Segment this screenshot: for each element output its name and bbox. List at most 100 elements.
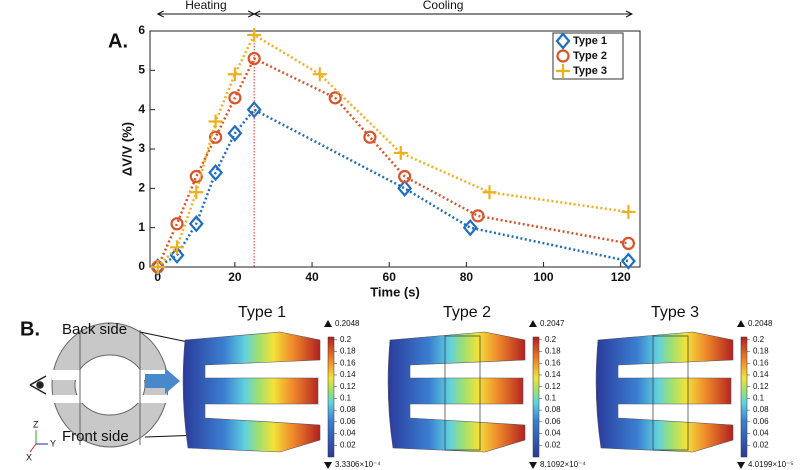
marker [227, 124, 243, 142]
marker [208, 163, 224, 182]
y-tick-label: 0 [138, 259, 145, 273]
colorbar [740, 336, 748, 458]
arrow-head [156, 10, 164, 18]
colorbar-tick-label: 0.1 [545, 394, 557, 403]
y-tick-label: 5 [138, 63, 145, 77]
y-tick-label: 4 [138, 102, 145, 116]
y-tick-label: 6 [138, 23, 145, 37]
colorbar-tick-label: 0.12 [340, 382, 356, 391]
colorbar-tick-label: 0.02 [545, 440, 561, 449]
eye-icon [29, 375, 47, 395]
marker [150, 260, 165, 274]
colorbar-min: 4.0199×10⁻⁵ [748, 460, 794, 469]
marker [556, 64, 570, 78]
colorbar-tick-label: 0.06 [753, 417, 769, 426]
colorbar [532, 336, 540, 458]
model [182, 331, 321, 453]
legend-label: Type 2 [573, 50, 607, 62]
marker [228, 91, 242, 105]
colorbar-tick-label: 0.1 [753, 394, 765, 403]
marker [247, 27, 262, 42]
model-title: Type 2 [443, 304, 491, 321]
marker [393, 145, 408, 160]
x-tick-label: 0 [154, 270, 161, 284]
marker [471, 209, 485, 223]
callout: Back side [62, 321, 127, 338]
series-line [156, 56, 629, 268]
axis-triad: Z Y X [26, 419, 56, 462]
marker [363, 130, 377, 144]
colorbar-tick-label: 0.08 [753, 405, 769, 414]
model-core [444, 335, 481, 451]
colorbar-tick-label: 0.14 [340, 370, 356, 379]
marker [247, 51, 261, 66]
annotation: Cooling [423, 0, 464, 12]
marker [556, 49, 570, 63]
marker [208, 130, 223, 144]
x-tick-label: 40 [305, 270, 319, 284]
colorbar-tick-label: 0.12 [545, 382, 561, 391]
marker [189, 169, 203, 184]
model-title: Type 1 [238, 304, 286, 321]
max-marker [529, 320, 537, 327]
marker [328, 91, 342, 105]
marker [189, 185, 204, 200]
model-body [595, 331, 734, 453]
colorbar-tick-label: 0.18 [753, 347, 769, 356]
colorbar-min: 8.1092×10⁻⁴ [540, 460, 586, 469]
colorbar-tick-label: 0.2 [545, 335, 557, 344]
colorbar [327, 336, 335, 458]
marker [621, 204, 636, 219]
legend-label: Type 1 [573, 35, 607, 47]
colorbar-tick-label: 0.18 [545, 347, 561, 356]
colorbar-tick-label: 0.04 [545, 429, 561, 438]
colorbar-tick-label: 0.2 [753, 335, 765, 344]
arrow-head [625, 10, 634, 18]
marker [170, 240, 185, 255]
colorbar-tick-label: 0.04 [340, 429, 356, 438]
marker [227, 67, 242, 82]
marker [397, 179, 413, 198]
colorbar-max: 0.2047 [540, 319, 565, 328]
marker [170, 217, 184, 231]
colorbar-tick-label: 0.16 [340, 358, 356, 367]
x-tick-label: 80 [460, 270, 474, 284]
y-tick-label: 2 [138, 181, 145, 195]
model-title: Type 3 [651, 304, 699, 321]
colorbar-tick-label: 0.08 [340, 405, 356, 414]
x-tick-label: 60 [383, 270, 397, 284]
model-body [182, 331, 321, 453]
x-tick-label: 120 [611, 270, 631, 284]
triad-label: Y [50, 438, 56, 448]
colorbar-tick-label: 0.06 [340, 417, 356, 426]
colorbar-min: 3.3306×10⁻⁴ [335, 460, 381, 469]
colorbar-tick-label: 0.02 [340, 440, 356, 449]
colorbar-tick-label: 0.14 [545, 370, 561, 379]
colorbar-tick-label: 0.2 [340, 335, 352, 344]
colorbar-tick-label: 0.14 [753, 370, 769, 379]
model-core [652, 335, 689, 451]
callout-line [139, 331, 189, 343]
arrow [145, 368, 180, 394]
colorbar-tick-label: 0.1 [340, 394, 352, 403]
max-marker [324, 320, 332, 327]
model [387, 331, 526, 453]
min-marker [737, 462, 745, 469]
max-marker [737, 320, 745, 327]
legend-label: Type 3 [573, 65, 607, 77]
min-marker [529, 462, 537, 469]
marker [555, 32, 571, 50]
y-tick-label: 1 [138, 220, 145, 234]
annotation: Heating [185, 0, 226, 12]
colorbar-tick-label: 0.18 [340, 347, 356, 356]
colorbar-tick-label: 0.02 [753, 440, 769, 449]
callout: Front side [62, 428, 129, 445]
x-tick-label: 20 [228, 270, 242, 284]
marker [312, 67, 327, 82]
panel-label: A. [108, 30, 128, 52]
marker [482, 185, 497, 200]
colorbar-max: 0.2048 [335, 319, 360, 328]
y-tick-label: 3 [138, 141, 145, 155]
x-axis-label: Time (s) [370, 284, 420, 299]
